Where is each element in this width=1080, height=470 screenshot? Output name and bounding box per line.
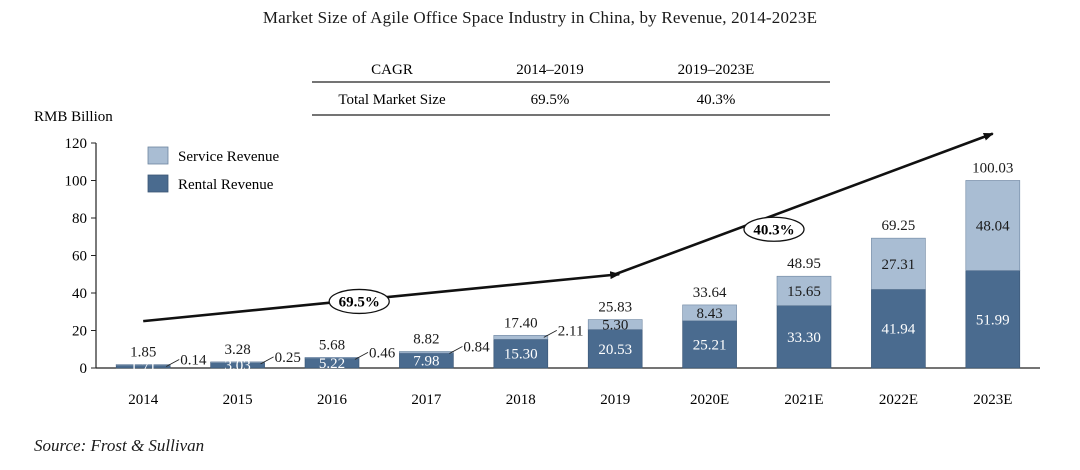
label-total: 17.40 [504, 315, 538, 331]
y-tick-label: 80 [72, 211, 87, 227]
x-tick-label: 2019 [600, 392, 630, 408]
bar-service [210, 361, 265, 363]
label-rental: 5.22 [319, 356, 345, 372]
label-service: 0.14 [180, 353, 207, 369]
label-total: 1.85 [130, 345, 156, 361]
label-rental: 3.03 [224, 358, 250, 374]
bar-rental [776, 305, 832, 369]
cagr-table: CAGR 2014–2019 2019–2023E Total Market S… [312, 62, 830, 116]
chart-title: Market Size of Agile Office Space Indust… [262, 8, 818, 27]
label-total: 25.83 [598, 300, 632, 316]
x-tick-label: 2018 [506, 392, 536, 408]
data-labels: 1.71 0.14 1.85 3.03 0.25 3.28 5.22 0.46 5.68 7.98… [130, 160, 1013, 375]
x-tick-label: 2016 [317, 392, 348, 408]
bars [115, 180, 1021, 369]
x-tick-label: 2022E [879, 392, 918, 408]
label-total: 33.64 [693, 285, 727, 301]
source-note: Source: Frost & Sullivan [34, 436, 205, 455]
x-tick-label: 2014 [128, 392, 159, 408]
cagr-table-header-label: CAGR [371, 62, 413, 78]
y-tick-label: 20 [72, 324, 87, 340]
leader-service [354, 351, 369, 360]
label-total: 48.95 [787, 256, 821, 272]
cagr-arrows: 69.5% 40.3% [143, 132, 994, 323]
bar-service [493, 335, 549, 340]
legend-swatch-service [147, 146, 169, 165]
bar-service [587, 319, 643, 330]
cagr-arrow [614, 132, 994, 276]
label-rental: 1.71 [130, 359, 156, 375]
label-service: 8.43 [696, 306, 722, 322]
cagr-table-header-period-1: 2014–2019 [516, 62, 584, 78]
x-tick-label: 2015 [223, 392, 253, 408]
bar-service [965, 180, 1021, 271]
cagr-table-row-label: Total Market Size [338, 92, 446, 108]
label-total: 3.28 [224, 342, 250, 358]
leader-service [543, 329, 558, 338]
y-tick-label: 40 [72, 286, 87, 302]
label-service: 15.65 [787, 284, 821, 300]
label-service: 2.11 [558, 323, 584, 339]
bar-service [399, 351, 454, 354]
legend-swatch-rental [147, 174, 169, 193]
leader-service [260, 356, 274, 365]
label-total: 100.03 [972, 160, 1013, 176]
x-tick-label: 2021E [784, 392, 823, 408]
bar-rental [587, 329, 643, 369]
cagr-badge [328, 288, 390, 315]
label-rental: 33.30 [787, 330, 821, 346]
cagr-badge [743, 216, 805, 242]
label-rental: 51.99 [976, 312, 1010, 328]
y-tick-label: 0 [80, 361, 88, 377]
y-axis-label: RMB Billion [34, 109, 113, 125]
label-rental: 7.98 [413, 354, 439, 370]
label-rental: 15.30 [504, 347, 538, 363]
label-total: 8.82 [413, 331, 439, 347]
label-total: 5.68 [319, 337, 345, 353]
bar-service [682, 304, 737, 322]
x-tick-label: 2017 [411, 392, 442, 408]
bar-rental [871, 289, 926, 369]
bar-rental [493, 339, 549, 369]
label-rental: 41.94 [882, 322, 916, 338]
label-service: 27.31 [882, 257, 916, 273]
label-rental: 20.53 [598, 342, 632, 358]
x-tick-label: 2023E [973, 392, 1012, 408]
label-service: 0.46 [369, 345, 396, 361]
bar-service [871, 237, 926, 290]
bar-rental [965, 270, 1021, 369]
label-service: 0.84 [463, 339, 490, 355]
bar-rental [682, 320, 737, 369]
legend: Service Revenue Rental Revenue [147, 146, 280, 193]
cagr-table-value-1: 69.5% [531, 92, 570, 108]
x-tick-label: 2020E [690, 392, 729, 408]
bar-service [115, 364, 171, 366]
label-total: 69.25 [882, 218, 916, 234]
legend-label-rental: Rental Revenue [178, 177, 274, 193]
cagr-badge-label: 69.5% [339, 294, 380, 310]
label-service: 5.30 [602, 318, 628, 334]
label-service: 48.04 [976, 218, 1010, 234]
leader-service [449, 346, 463, 354]
y-tick-label: 100 [65, 174, 88, 190]
y-tick-label: 120 [65, 136, 88, 152]
bar-service [304, 357, 360, 359]
label-rental: 25.21 [693, 337, 727, 353]
y-tick-label: 60 [72, 249, 87, 265]
leader-service [165, 359, 180, 367]
cagr-badge-label: 40.3% [753, 222, 794, 238]
cagr-table-value-2: 40.3% [697, 92, 736, 108]
cagr-table-header-period-2: 2019–2023E [678, 62, 755, 78]
bar-service [776, 275, 832, 306]
label-service: 0.25 [275, 350, 301, 366]
legend-label-service: Service Revenue [178, 149, 280, 165]
